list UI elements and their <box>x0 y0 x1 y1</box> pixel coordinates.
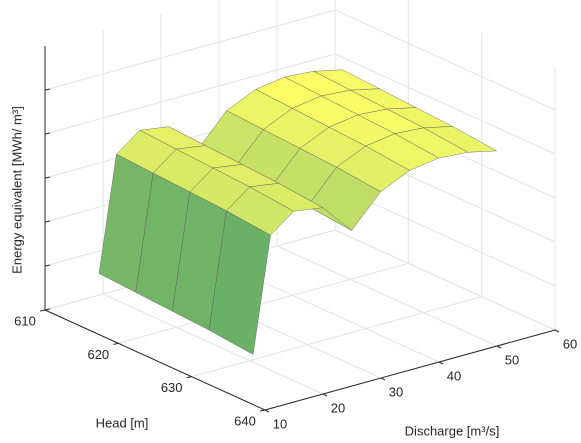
grid-line <box>44 9 336 91</box>
z-tick <box>44 308 51 311</box>
grid-line <box>276 245 498 347</box>
x-tick <box>554 329 560 333</box>
grid-line <box>44 53 336 135</box>
y-tick-label: 630 <box>161 380 183 395</box>
y-tick-label: 610 <box>14 313 36 328</box>
z-tick <box>44 220 51 223</box>
x-tick <box>322 393 328 397</box>
y-axis-label: Head [m] <box>96 415 149 430</box>
x-tick-label: 60 <box>563 336 577 351</box>
axis-line <box>264 329 556 411</box>
grid-line <box>334 229 556 331</box>
grid-line <box>118 262 409 344</box>
x-tick-label: 40 <box>447 368 461 383</box>
x-tick <box>496 345 502 349</box>
y-tick <box>186 376 192 379</box>
z-tick <box>44 132 51 135</box>
grid-line <box>334 53 556 155</box>
axis-line <box>44 309 266 411</box>
surface-patch <box>208 210 271 355</box>
y-tick <box>113 342 119 345</box>
y-tick <box>39 309 46 312</box>
x-tick-label: 30 <box>389 384 403 399</box>
grid-line <box>334 9 556 111</box>
x-tick-label: 10 <box>273 416 287 431</box>
x-tick <box>264 409 270 413</box>
x-tick-label: 20 <box>331 400 345 415</box>
y-tick-label: 640 <box>234 413 256 428</box>
y-tick-label: 620 <box>87 347 109 362</box>
z-axis-label: Energy equivalent [MWh/ m³] <box>9 106 24 274</box>
x-tick <box>438 361 444 365</box>
surface <box>98 69 498 355</box>
z-tick <box>44 88 51 91</box>
z-tick <box>44 176 51 179</box>
x-tick-label: 50 <box>505 352 519 367</box>
grid-line <box>102 293 324 395</box>
x-tick <box>380 377 386 381</box>
grid-line <box>191 296 482 378</box>
y-tick <box>259 409 266 412</box>
z-tick <box>44 264 51 267</box>
x-axis-label: Discharge [m³/s] <box>405 423 500 438</box>
